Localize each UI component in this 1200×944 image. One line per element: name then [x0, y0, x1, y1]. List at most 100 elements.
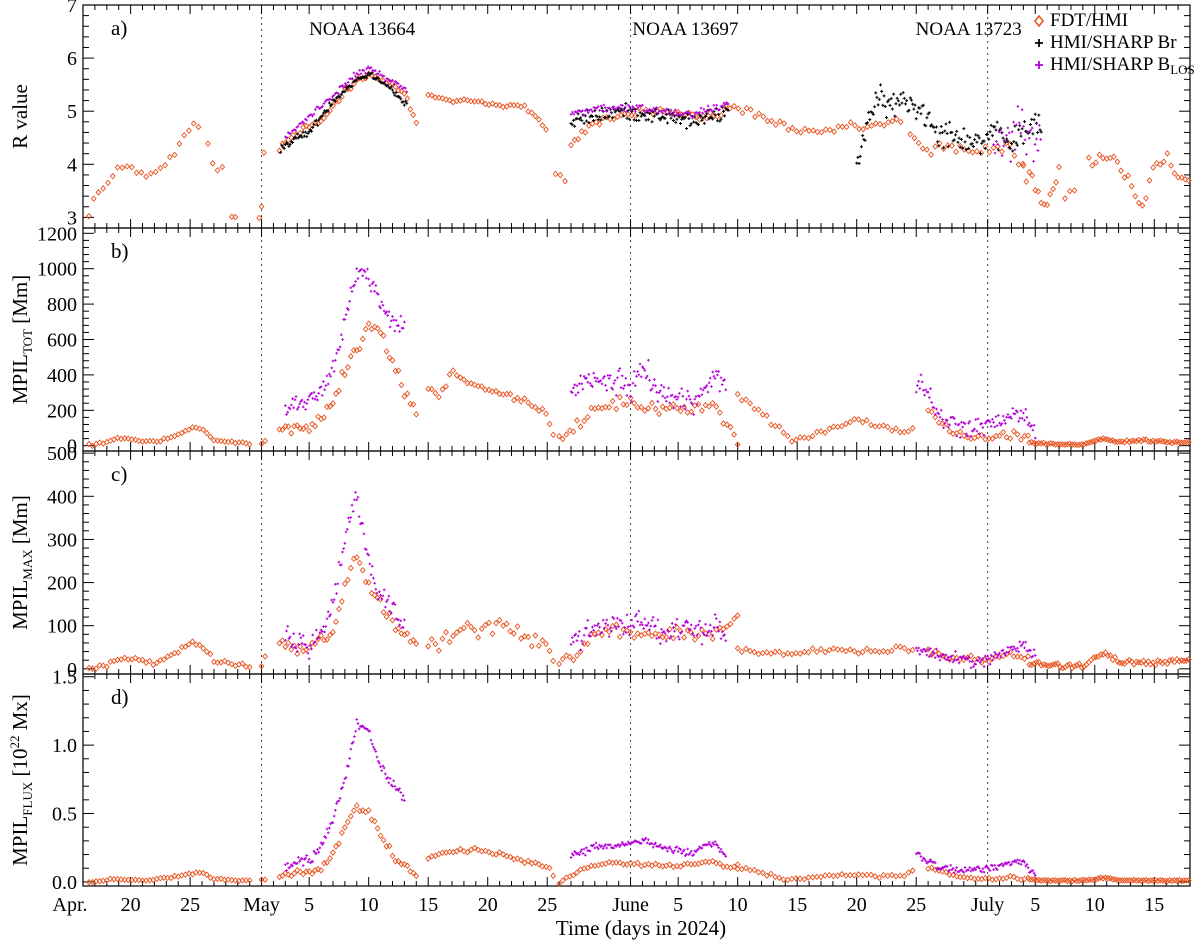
y-axis-title-unit: [Mm] — [8, 275, 32, 329]
data-point — [702, 858, 709, 865]
data-point — [872, 873, 879, 880]
data-point — [374, 750, 378, 753]
data-point — [707, 109, 714, 117]
data-point — [932, 143, 939, 150]
data-point — [636, 114, 640, 118]
data-point — [133, 169, 140, 177]
data-point — [1019, 131, 1023, 135]
y-axis-title-main: MPIL — [8, 580, 32, 630]
data-point — [1126, 656, 1133, 664]
data-point — [585, 119, 589, 123]
data-point — [382, 309, 386, 313]
data-point — [759, 411, 766, 418]
data-point — [347, 813, 354, 820]
data-point — [574, 652, 580, 659]
data-point — [528, 642, 535, 650]
legend-marker — [1035, 39, 1043, 47]
data-point — [847, 646, 854, 653]
data-point — [831, 128, 837, 135]
data-point — [500, 622, 507, 630]
data-point — [1005, 137, 1009, 141]
data-point — [1183, 438, 1190, 446]
data-point — [926, 390, 930, 394]
data-point — [300, 870, 307, 878]
data-point — [384, 312, 387, 315]
data-point — [405, 90, 409, 94]
data-point — [880, 422, 887, 429]
data-point — [300, 398, 304, 402]
data-point — [318, 632, 324, 639]
data-point — [822, 429, 829, 436]
data-point — [1140, 657, 1147, 664]
data-point — [957, 661, 961, 665]
data-point — [612, 105, 616, 109]
data-point — [875, 95, 879, 99]
data-point — [686, 110, 690, 114]
data-point — [196, 869, 203, 877]
data-point — [1025, 863, 1029, 866]
data-point — [572, 853, 575, 857]
data-point — [345, 87, 349, 91]
data-point — [988, 130, 992, 134]
data-point — [181, 131, 188, 139]
data-point — [636, 620, 639, 623]
data-point — [132, 654, 139, 662]
data-point — [539, 863, 546, 870]
data-point — [401, 326, 405, 330]
data-point — [1033, 873, 1037, 877]
data-point — [1107, 652, 1114, 659]
data-point — [863, 871, 870, 879]
data-point — [822, 872, 829, 879]
data-point — [376, 760, 380, 763]
data-point — [395, 857, 402, 865]
data-point — [713, 403, 720, 410]
data-point — [768, 650, 774, 657]
x-tick-label: 15 — [787, 894, 807, 916]
data-point — [894, 102, 898, 106]
data-point — [390, 88, 394, 92]
data-point — [624, 401, 630, 409]
data-point — [941, 418, 944, 421]
data-point — [1033, 658, 1040, 666]
data-point — [876, 874, 883, 882]
data-point — [874, 91, 878, 95]
data-point — [1008, 131, 1011, 135]
data-point — [368, 816, 375, 823]
data-point — [332, 814, 336, 818]
data-point — [988, 662, 992, 666]
data-point — [928, 864, 935, 872]
data-point — [585, 107, 589, 111]
data-point — [973, 866, 976, 870]
data-point — [353, 554, 360, 561]
data-point — [978, 866, 981, 870]
data-point — [925, 653, 929, 657]
data-point — [601, 847, 605, 850]
data-point — [888, 427, 895, 434]
data-point — [493, 619, 499, 627]
data-point — [380, 332, 387, 339]
data-point — [314, 108, 317, 111]
data-point — [535, 861, 542, 868]
data-point — [392, 82, 396, 86]
data-point — [1100, 154, 1107, 162]
data-point — [747, 647, 754, 655]
data-point — [1031, 654, 1035, 658]
data-point — [893, 643, 899, 650]
data-point — [570, 428, 577, 436]
data-point — [1040, 876, 1047, 884]
data-point — [315, 628, 318, 632]
data-point — [993, 653, 999, 660]
data-point — [1029, 128, 1033, 132]
data-point — [646, 118, 650, 122]
data-point — [1026, 423, 1030, 427]
data-point — [389, 85, 393, 89]
data-point — [361, 521, 365, 525]
data-point — [195, 123, 202, 131]
data-point — [996, 875, 1003, 882]
data-point — [1124, 658, 1130, 665]
data-point — [613, 859, 620, 866]
data-point — [1128, 182, 1135, 190]
data-point — [768, 117, 775, 125]
data-point — [684, 407, 687, 411]
data-point — [930, 401, 933, 404]
